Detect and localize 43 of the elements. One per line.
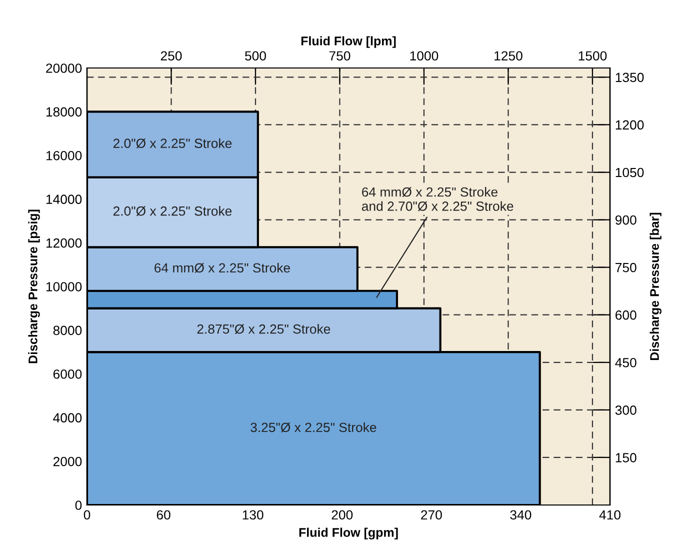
- x-tick-label: 0: [84, 510, 90, 520]
- y-tick-label: 2000: [53, 456, 82, 466]
- x-tick-label: 60: [156, 510, 170, 520]
- y2-axis-title: Discharge Pressure [bar]: [650, 212, 662, 360]
- x-tick-label: 130: [242, 510, 264, 520]
- y2-tick-label: 150: [616, 453, 636, 462]
- y-tick-label: 20000: [46, 64, 82, 73]
- x-tick-label: 200: [332, 510, 353, 520]
- annotation: 64 mmØ x 2.25" Stroke and 2.70"Ø x 2.25" Stroke: [362, 186, 514, 212]
- y2-tick-label: 600: [616, 310, 636, 320]
- series-label: 2.0"Ø x 2.25" Stroke: [113, 138, 232, 148]
- series-label: 64 mmØ x 2.25" Stroke: [154, 262, 290, 273]
- y-tick-label: 12000: [46, 238, 82, 248]
- x-tick-label: 270: [421, 510, 442, 520]
- y-tick-label: 18000: [46, 107, 82, 117]
- y2-tick-label: 750: [616, 262, 636, 272]
- y-tick-label: 14000: [46, 194, 82, 204]
- y2-tick-label: 300: [615, 406, 636, 415]
- x2-axis-title: Fluid Flow [lpm]: [301, 36, 396, 48]
- y2-tick-label: 1200: [616, 120, 644, 130]
- x2-tick-label: 750: [329, 51, 350, 61]
- series-label: 2.875"Ø x 2.25" Stroke: [197, 324, 330, 334]
- y2-tick-label: 1350: [616, 72, 644, 82]
- x-axis-title: Fluid Flow [gpm]: [299, 528, 398, 540]
- series-label: 2.0"Ø x 2.25" Stroke: [113, 206, 232, 216]
- y-tick-label: 10000: [46, 282, 82, 292]
- y-tick-label: 6000: [53, 369, 82, 379]
- y2-tick-label: 900: [615, 215, 636, 225]
- y-tick-label: 16000: [46, 150, 82, 160]
- y2-tick-label: 1050: [616, 168, 644, 178]
- x2-tick-label: 1500: [578, 51, 607, 61]
- x2-tick-label: 250: [160, 51, 182, 61]
- y-tick-label: 4000: [53, 413, 82, 423]
- x-tick-label: 340: [510, 510, 532, 520]
- x-tick-label: 410: [599, 510, 620, 520]
- x2-tick-label: 500: [245, 51, 266, 61]
- y-tick-label: 0: [75, 500, 82, 510]
- y-axis-title: Discharge Pressure [psig]: [28, 210, 40, 364]
- series-label: 3.25"Ø x 2.25" Stroke: [250, 422, 376, 432]
- x2-tick-label: 1250: [494, 51, 522, 61]
- y2-tick-label: 450: [615, 358, 636, 368]
- x2-tick-label: 1000: [410, 51, 438, 61]
- y-tick-label: 8000: [53, 326, 82, 336]
